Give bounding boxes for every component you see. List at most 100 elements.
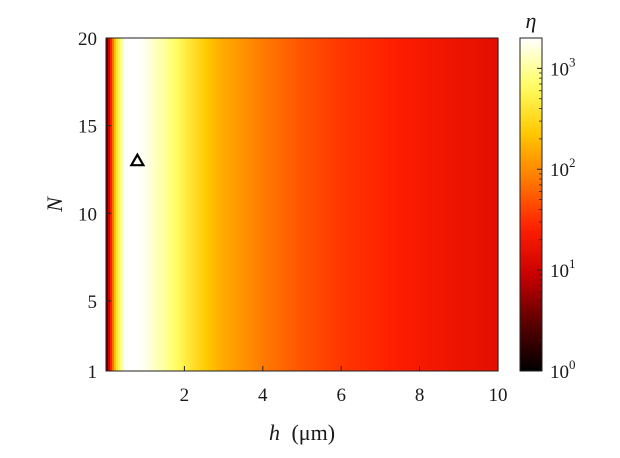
x-axis-label: h (μm): [269, 420, 335, 445]
y-axis-label: N: [42, 196, 67, 213]
heatmap-cell: [188, 38, 191, 371]
y-tick-label: 1: [88, 362, 98, 383]
heatmap-cell: [160, 38, 163, 371]
heatmap-cell: [138, 38, 141, 371]
heatmap-cell: [338, 38, 341, 371]
y-tick-label: 10: [78, 204, 97, 225]
heatmap-cell: [364, 38, 367, 371]
colorbar-tick-label: 101: [550, 256, 576, 282]
heatmap-cell: [114, 38, 117, 371]
heatmap-cell: [340, 38, 343, 371]
heatmap-cell: [170, 38, 173, 371]
heatmap-cell: [308, 38, 311, 371]
heatmap-cell: [282, 38, 285, 371]
heatmap-cell: [348, 38, 351, 371]
heatmap-cell: [396, 38, 399, 371]
heatmap-cell: [480, 38, 483, 371]
heatmap-cell: [378, 38, 381, 371]
x-axis-ticks: 2 4 6 8 10: [180, 366, 508, 406]
heatmap-cell: [204, 38, 207, 371]
x-tick-label: 6: [336, 385, 346, 406]
heatmap-cell: [382, 38, 385, 371]
heatmap-cell: [390, 38, 393, 371]
heatmap-cell: [262, 38, 265, 371]
heatmap-cell: [474, 38, 477, 371]
heatmap-cell: [194, 38, 197, 371]
heatmap-cell: [462, 38, 465, 371]
heatmap-cell: [464, 38, 467, 371]
heatmap-cell: [468, 38, 471, 371]
heatmap-cell: [438, 38, 441, 371]
x-tick-label: 8: [415, 385, 425, 406]
heatmap-cell: [420, 38, 423, 371]
heatmap-cell: [414, 38, 417, 371]
x-axis-variable: h: [269, 420, 280, 445]
heatmap-cell: [140, 38, 143, 371]
heatmap-cell: [144, 38, 147, 371]
heatmap-cell: [266, 38, 269, 371]
heatmap-cell: [202, 38, 205, 371]
heatmap-cell: [492, 38, 495, 371]
heatmap-cell: [252, 38, 255, 371]
heatmap-cell: [410, 38, 413, 371]
heatmap-cell: [180, 38, 183, 371]
heatmap-cell: [398, 38, 401, 371]
heatmap-cell: [234, 38, 237, 371]
heatmap-cell: [402, 38, 405, 371]
heatmap-cell: [212, 38, 215, 371]
heatmap-cell: [260, 38, 263, 371]
heatmap-cell: [196, 38, 199, 371]
heatmap-cell: [324, 38, 327, 371]
heatmap-cell: [116, 38, 119, 371]
heatmap-cell: [354, 38, 357, 371]
heatmap-cell: [374, 38, 377, 371]
heatmap-cell: [376, 38, 379, 371]
heatmap-cell: [440, 38, 443, 371]
heatmap-cell: [174, 38, 177, 371]
heatmap-cell: [460, 38, 463, 371]
heatmap-cell: [426, 38, 429, 371]
heatmap-cell: [412, 38, 415, 371]
heatmap-cell: [494, 38, 497, 371]
heatmap-cell: [490, 38, 493, 371]
heatmap-cell: [176, 38, 179, 371]
heatmap-cell: [332, 38, 335, 371]
heatmap-cell: [302, 38, 305, 371]
heatmap-cell: [274, 38, 277, 371]
heatmap-cell: [320, 38, 323, 371]
triangle-marker: [129, 152, 146, 167]
heatmap-cell: [428, 38, 431, 371]
heatmap-cell: [246, 38, 249, 371]
heatmap-cell: [314, 38, 317, 371]
heatmap-cell: [346, 38, 349, 371]
heatmap-cell: [150, 38, 153, 371]
x-tick-label: 10: [489, 385, 508, 406]
heatmap-cell: [430, 38, 433, 371]
heatmap-cell: [218, 38, 221, 371]
heatmap-cell: [326, 38, 329, 371]
heatmap-cell: [404, 38, 407, 371]
heatmap-cell: [456, 38, 459, 371]
heatmap-cell: [380, 38, 383, 371]
heatmap-cell: [206, 38, 209, 371]
heatmap-cell: [210, 38, 213, 371]
heatmap-cell: [190, 38, 193, 371]
heatmap-cell: [186, 38, 189, 371]
heatmap-cell: [278, 38, 281, 371]
heatmap-cell: [454, 38, 457, 371]
heatmap-cell: [416, 38, 419, 371]
heatmap-cell: [470, 38, 473, 371]
heatmap-cell: [126, 38, 129, 371]
heatmap-cell: [172, 38, 175, 371]
heatmap-cell: [300, 38, 303, 371]
heatmap-cell: [352, 38, 355, 371]
heatmap-cell: [200, 38, 203, 371]
heatmap-cell: [124, 38, 127, 371]
heatmap-cell: [312, 38, 315, 371]
heatmap-cell: [316, 38, 319, 371]
heatmap-cell: [236, 38, 239, 371]
heatmap-cell: [154, 38, 157, 371]
heatmap-cell: [120, 38, 123, 371]
heatmap-cell: [408, 38, 411, 371]
